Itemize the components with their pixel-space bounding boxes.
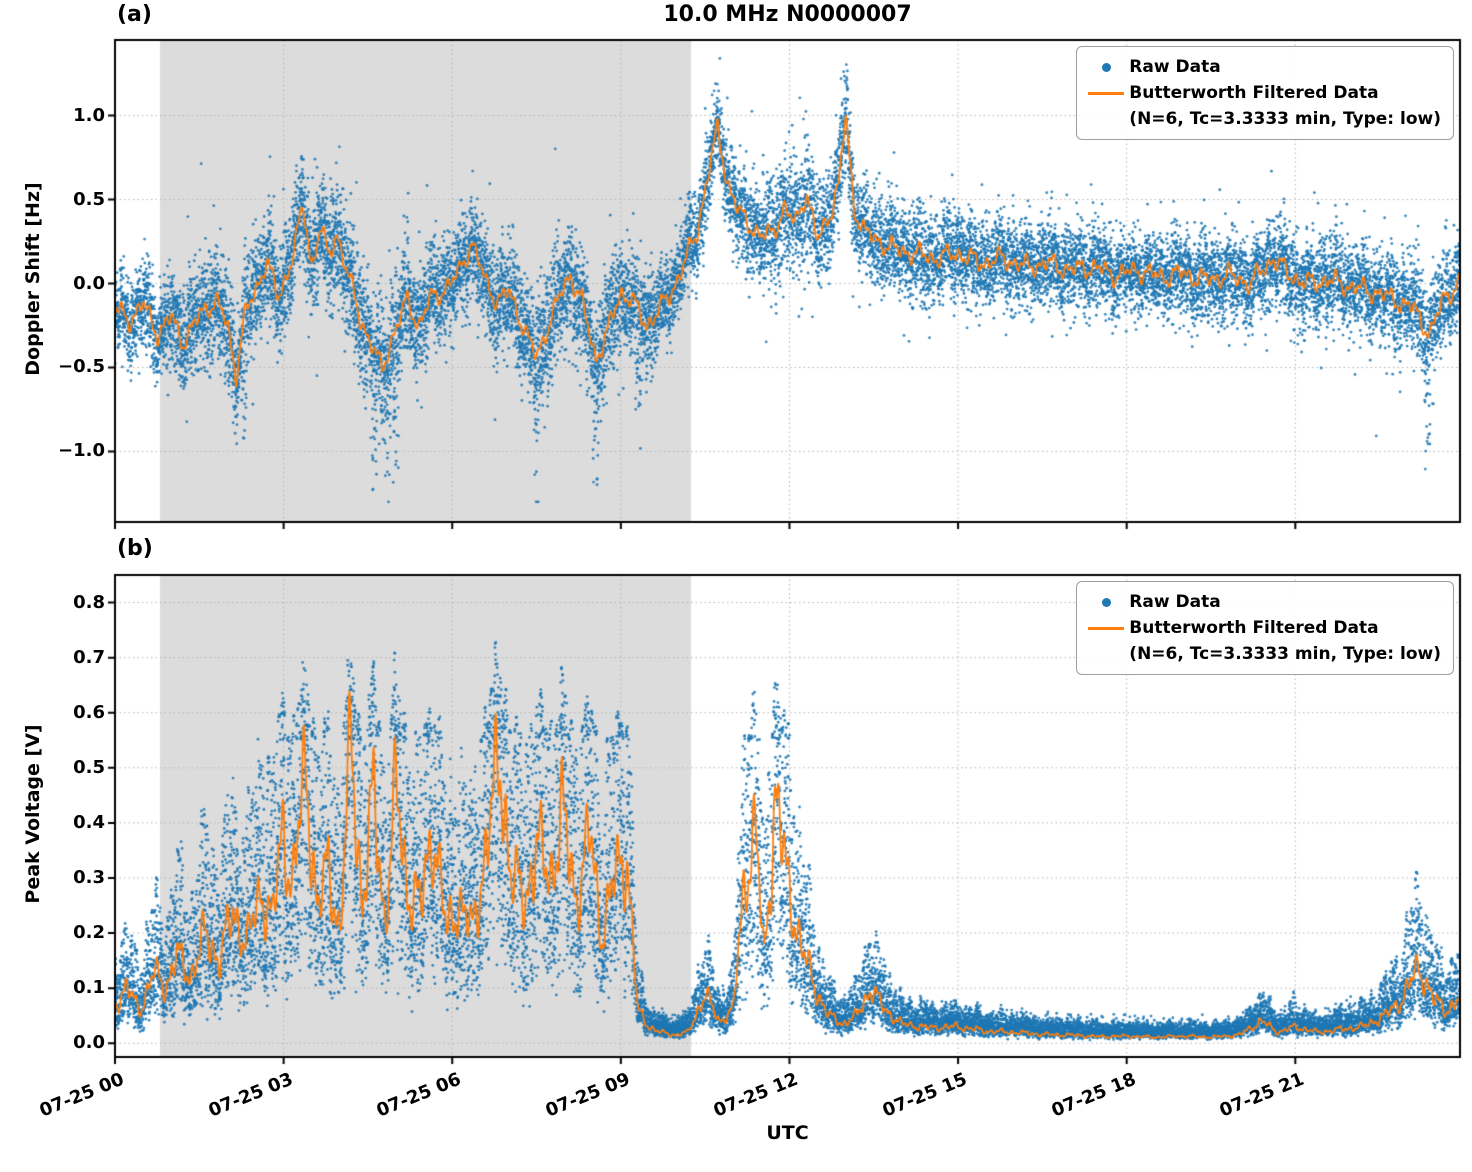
raw-data-marker-icon	[1083, 597, 1129, 607]
legend-row-filtered-params: (N=6, Tc=3.3333 min, Type: low)	[1083, 106, 1441, 132]
legend-row-filtered: Butterworth Filtered Data	[1083, 80, 1441, 106]
filtered-data-marker-icon	[1083, 91, 1129, 95]
y-axis-label-voltage: Peak Voltage [V]	[22, 724, 44, 904]
legend-filtered-label-line1: Butterworth Filtered Data	[1129, 617, 1379, 638]
legend-row-raw: Raw Data	[1083, 54, 1441, 80]
filtered-data-marker-icon	[1083, 626, 1129, 630]
legend-row-filtered-params: (N=6, Tc=3.3333 min, Type: low)	[1083, 641, 1441, 667]
legend-panel-a: Raw Data Butterworth Filtered Data (N=6,…	[1076, 46, 1454, 140]
legend-filtered-label-line2: (N=6, Tc=3.3333 min, Type: low)	[1129, 108, 1441, 129]
panel-b-label: (b)	[117, 536, 153, 561]
legend-row-filtered: Butterworth Filtered Data	[1083, 615, 1441, 641]
y-axis-label-doppler: Doppler Shift [Hz]	[22, 182, 44, 376]
legend-filtered-label-line2: (N=6, Tc=3.3333 min, Type: low)	[1129, 643, 1441, 664]
legend-raw-label: Raw Data	[1129, 56, 1221, 77]
legend-raw-label: Raw Data	[1129, 591, 1221, 612]
legend-panel-b: Raw Data Butterworth Filtered Data (N=6,…	[1076, 581, 1454, 675]
panel-a-label: (a)	[117, 2, 152, 27]
raw-data-marker-icon	[1083, 62, 1129, 72]
chart-title: 10.0 MHz N0000007	[663, 2, 912, 27]
x-axis-label: UTC	[766, 1122, 809, 1144]
legend-filtered-label-line1: Butterworth Filtered Data	[1129, 82, 1379, 103]
legend-row-raw: Raw Data	[1083, 589, 1441, 615]
